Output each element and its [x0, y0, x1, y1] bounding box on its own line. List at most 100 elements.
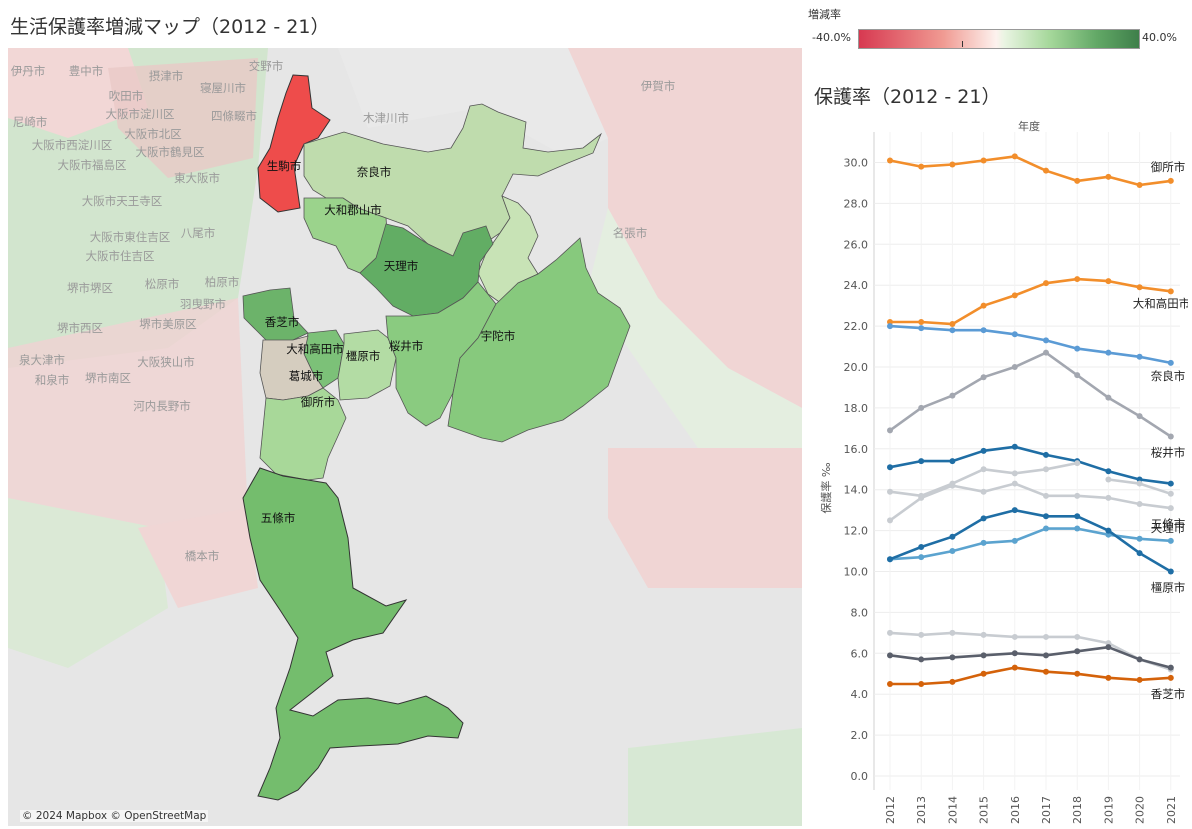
series-1-point-1[interactable]	[918, 319, 925, 326]
series-9-point-1[interactable]	[918, 543, 925, 550]
series-line-8[interactable]	[889, 527, 1171, 561]
series-0-point-7[interactable]	[1105, 173, 1112, 180]
series-2-point-6[interactable]	[1074, 345, 1081, 352]
series-9-point-2[interactable]	[949, 533, 956, 540]
series-2-point-2[interactable]	[949, 327, 956, 334]
series-6-point-7[interactable]	[1105, 494, 1112, 501]
series-1-point-2[interactable]	[949, 321, 956, 328]
series-11-point-9[interactable]	[1167, 664, 1174, 671]
series-9-point-9[interactable]	[1167, 568, 1174, 575]
series-10-point-4[interactable]	[1011, 633, 1018, 640]
series-0-point-2[interactable]	[949, 161, 956, 168]
series-6-point-8[interactable]	[1136, 501, 1143, 508]
series-3-point-8[interactable]	[1136, 413, 1143, 420]
series-2-point-7[interactable]	[1105, 349, 1112, 356]
series-8-point-2[interactable]	[949, 548, 956, 555]
series-3-point-7[interactable]	[1105, 394, 1112, 401]
series-11-point-6[interactable]	[1074, 648, 1081, 655]
series-6-point-6[interactable]	[1074, 492, 1081, 499]
series-9-point-4[interactable]	[1011, 507, 1018, 514]
municipality-ikoma[interactable]	[257, 74, 331, 213]
series-2-point-3[interactable]	[980, 327, 987, 334]
series-line-1[interactable]	[890, 277, 1171, 326]
series-5-point-5[interactable]	[1043, 466, 1049, 473]
series-2-point-1[interactable]	[918, 325, 925, 332]
series-12-point-4[interactable]	[1011, 664, 1018, 671]
series-1-point-4[interactable]	[1011, 292, 1018, 299]
series-line-9[interactable]	[889, 508, 1172, 573]
series-10-point-3[interactable]	[980, 631, 987, 638]
series-7-point-7[interactable]	[1105, 476, 1112, 483]
series-12-point-9[interactable]	[1167, 674, 1174, 681]
series-3-point-1[interactable]	[918, 404, 925, 411]
series-6-point-0[interactable]	[887, 517, 893, 524]
series-11-point-8[interactable]	[1136, 656, 1143, 663]
series-5-point-4[interactable]	[1011, 470, 1018, 477]
series-4-point-0[interactable]	[887, 464, 893, 471]
series-11-point-5[interactable]	[1043, 652, 1049, 659]
series-8-point-8[interactable]	[1136, 535, 1143, 542]
series-8-point-4[interactable]	[1011, 537, 1018, 544]
series-6-point-9[interactable]	[1167, 505, 1174, 512]
series-12-point-0[interactable]	[887, 680, 893, 687]
municipality-gose[interactable]	[259, 387, 347, 481]
series-0-point-6[interactable]	[1074, 177, 1081, 184]
series-11-point-0[interactable]	[887, 652, 893, 659]
series-8-point-9[interactable]	[1167, 537, 1174, 544]
series-8-point-5[interactable]	[1043, 525, 1049, 532]
series-line-3[interactable]	[889, 351, 1172, 438]
series-6-point-5[interactable]	[1043, 492, 1049, 499]
series-5-point-6[interactable]	[1074, 460, 1081, 467]
series-12-point-3[interactable]	[980, 670, 987, 677]
series-1-point-5[interactable]	[1043, 280, 1049, 287]
series-9-point-3[interactable]	[980, 515, 987, 522]
series-10-point-5[interactable]	[1043, 633, 1049, 640]
series-2-point-4[interactable]	[1011, 331, 1018, 338]
series-1-point-7[interactable]	[1105, 278, 1112, 285]
series-10-point-2[interactable]	[949, 629, 956, 636]
series-2-point-8[interactable]	[1136, 353, 1143, 360]
series-12-point-8[interactable]	[1136, 676, 1143, 683]
series-6-point-4[interactable]	[1011, 480, 1018, 487]
series-7-point-9[interactable]	[1167, 490, 1174, 497]
series-11-point-2[interactable]	[949, 654, 956, 661]
series-1-point-9[interactable]	[1167, 288, 1174, 295]
series-1-point-8[interactable]	[1136, 284, 1143, 291]
series-3-point-0[interactable]	[887, 427, 893, 434]
series-line-11[interactable]	[889, 645, 1172, 669]
series-2-point-5[interactable]	[1043, 337, 1049, 344]
series-9-point-6[interactable]	[1074, 513, 1081, 520]
series-5-point-3[interactable]	[980, 466, 987, 473]
series-11-point-3[interactable]	[980, 652, 987, 659]
series-11-point-7[interactable]	[1105, 644, 1112, 651]
series-8-point-6[interactable]	[1074, 525, 1081, 532]
municipality-kashihara[interactable]	[337, 329, 397, 401]
series-0-point-8[interactable]	[1136, 181, 1143, 188]
series-line-4[interactable]	[889, 445, 1171, 485]
series-4-point-1[interactable]	[918, 458, 925, 465]
series-12-point-7[interactable]	[1105, 674, 1112, 681]
series-3-point-5[interactable]	[1043, 349, 1049, 356]
series-3-point-2[interactable]	[949, 392, 956, 399]
series-0-point-0[interactable]	[887, 157, 893, 164]
municipality-uda[interactable]	[447, 237, 631, 443]
series-0-point-9[interactable]	[1167, 177, 1174, 184]
series-0-point-4[interactable]	[1011, 153, 1018, 160]
series-12-point-2[interactable]	[949, 678, 956, 685]
series-10-point-6[interactable]	[1074, 633, 1081, 640]
series-5-point-0[interactable]	[887, 488, 893, 495]
series-10-point-0[interactable]	[887, 629, 893, 636]
series-11-point-4[interactable]	[1011, 650, 1018, 657]
series-4-point-5[interactable]	[1043, 451, 1049, 458]
series-7-point-8[interactable]	[1136, 480, 1143, 487]
series-9-point-5[interactable]	[1043, 513, 1049, 520]
series-8-point-3[interactable]	[980, 539, 987, 546]
series-9-point-7[interactable]	[1105, 527, 1112, 534]
series-12-point-1[interactable]	[918, 680, 925, 687]
series-10-point-1[interactable]	[918, 631, 925, 638]
series-9-point-8[interactable]	[1136, 550, 1143, 557]
color-legend-bar[interactable]	[858, 29, 1140, 49]
series-2-point-9[interactable]	[1167, 359, 1174, 366]
series-4-point-3[interactable]	[980, 447, 987, 454]
series-11-point-1[interactable]	[918, 656, 925, 663]
